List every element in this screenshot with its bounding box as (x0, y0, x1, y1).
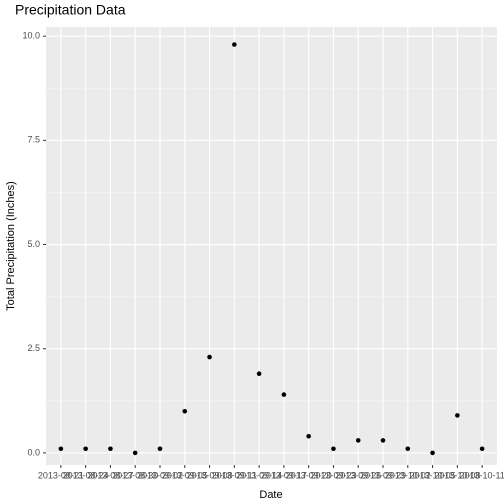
x-tick-label: 2013-10-08 (434, 470, 480, 480)
x-tick-label: 2013-09-23 (310, 470, 356, 480)
x-tick-label: 2013-09-11 (212, 470, 257, 480)
point (132, 450, 138, 456)
point (430, 450, 435, 456)
x-tick-label: 2013-08-24 (63, 470, 109, 480)
point (405, 446, 411, 452)
x-tick-label: 2013-09-20 (286, 470, 332, 480)
x-tick-label: 2013-09-17 (261, 470, 307, 480)
point (157, 446, 163, 452)
point (306, 433, 311, 439)
point (331, 446, 336, 452)
x-tick-label: 2013-10-02 (385, 470, 431, 480)
x-tick-label: 2013-09-08 (187, 470, 233, 480)
y-axis-title: Total Precipitation (Inches) (5, 181, 17, 311)
x-tick-label: 2013-08-27 (87, 470, 133, 480)
x-tick-label: 2013-08-30 (112, 470, 158, 480)
point (182, 408, 188, 414)
point (380, 438, 386, 443)
x-axis-title: Date (259, 489, 282, 501)
y-tick-label: 5.0 (27, 239, 40, 249)
y-tick-label: 10.0 (22, 31, 40, 41)
y-tick-label: 2.5 (27, 343, 40, 353)
x-tick-label: 2013-08-21 (38, 470, 84, 480)
y-tick-label: 7.5 (27, 135, 40, 145)
x-tick-label: 2013-10-05 (410, 470, 456, 480)
y-tick-label: 0.0 (27, 447, 40, 457)
x-tick-label: 2013-09-26 (335, 470, 381, 480)
point (281, 392, 287, 397)
point (355, 438, 361, 443)
x-tick-label: 2013-09-14 (236, 470, 282, 480)
x-tick-label: 2013-09-05 (162, 470, 208, 480)
point (479, 446, 485, 452)
point (256, 371, 262, 377)
x-tick-label: 2013-10-11 (459, 470, 504, 480)
x-tick-label: 2013-09-02 (137, 470, 183, 480)
x-tick-label: 2013-09-29 (360, 470, 406, 480)
point (207, 354, 212, 360)
point (58, 446, 64, 452)
point (83, 446, 88, 452)
chart-title: Precipitation Data (15, 2, 126, 18)
point (232, 42, 237, 47)
point (108, 446, 113, 452)
panel (46, 27, 497, 465)
point (455, 413, 460, 418)
